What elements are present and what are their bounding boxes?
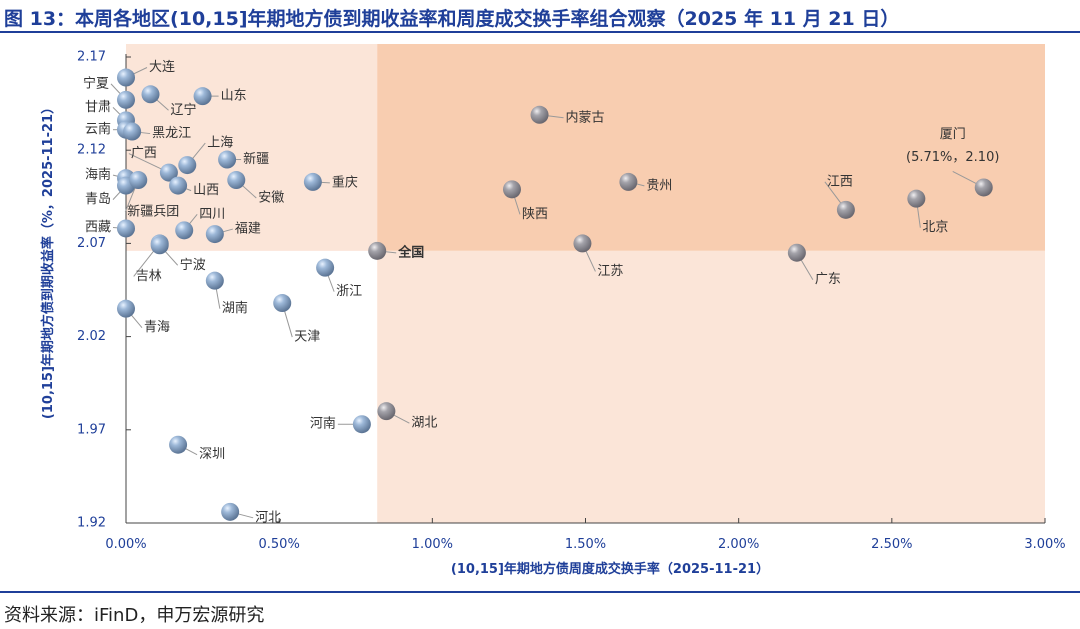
data-point-7 bbox=[178, 156, 197, 175]
point-label: 甘肃 bbox=[85, 100, 111, 115]
data-point-21 bbox=[368, 241, 387, 260]
point-label: 山西 bbox=[193, 183, 219, 198]
point-label: 江苏 bbox=[597, 263, 623, 279]
data-point-27 bbox=[377, 402, 396, 421]
point-label: 重庆 bbox=[332, 174, 358, 190]
x-tick-label: 1.00% bbox=[412, 537, 453, 552]
y-axis-label: (10,15]年期地方债到期收益率（%，2025-11-21） bbox=[40, 101, 56, 419]
x-tick-label: 2.00% bbox=[718, 537, 759, 552]
point-label: 内蒙古 bbox=[566, 109, 605, 125]
y-tick-label: 2.02 bbox=[77, 329, 106, 344]
y-tick-label: 1.92 bbox=[77, 516, 106, 531]
point-label: 安徽 bbox=[258, 191, 284, 206]
point-label: 辽宁 bbox=[171, 102, 197, 118]
quadrant-top-right bbox=[377, 44, 1045, 251]
title-divider bbox=[0, 31, 1080, 33]
point-label: 全国 bbox=[397, 244, 424, 260]
point-label: 上海 bbox=[207, 136, 233, 151]
x-tick-label: 0.00% bbox=[105, 537, 146, 552]
data-point-6 bbox=[193, 87, 212, 106]
point-label: 宁夏 bbox=[83, 75, 109, 91]
point-label: 厦门 bbox=[940, 127, 966, 142]
data-point-29 bbox=[221, 502, 240, 521]
data-point-5 bbox=[141, 85, 160, 104]
point-label: 海南 bbox=[85, 167, 111, 183]
x-tick-label: 2.50% bbox=[871, 537, 912, 552]
source-note: 资料来源：iFinD，申万宏源研究 bbox=[4, 605, 265, 626]
point-label: 河北 bbox=[255, 510, 281, 525]
data-point-0 bbox=[117, 68, 135, 87]
data-point-22 bbox=[316, 258, 335, 277]
quadrant-top-left bbox=[126, 44, 378, 251]
point-label: 大连 bbox=[149, 59, 175, 75]
point-label: 湖南 bbox=[222, 300, 248, 316]
point-label: 浙江 bbox=[336, 284, 362, 299]
data-point-28 bbox=[169, 435, 188, 454]
point-label: 陕西 bbox=[522, 207, 548, 222]
point-label: 湖北 bbox=[411, 416, 437, 431]
point-label: 天津 bbox=[294, 330, 320, 345]
data-point-16 bbox=[117, 219, 135, 238]
point-label: 北京 bbox=[922, 220, 948, 235]
point-label: 云南 bbox=[85, 121, 111, 137]
data-point-11 bbox=[227, 171, 246, 190]
data-point-4 bbox=[123, 122, 142, 141]
data-point-34 bbox=[836, 200, 855, 219]
x-tick-label: 0.50% bbox=[259, 537, 300, 552]
data-point-18 bbox=[205, 225, 224, 244]
point-label: 江西 bbox=[827, 174, 853, 189]
data-point-23 bbox=[205, 271, 224, 290]
point-label: 广东 bbox=[815, 272, 841, 287]
xiamen-annotation: (5.71%，2.10) bbox=[906, 150, 999, 165]
data-point-30 bbox=[530, 105, 549, 124]
data-point-36 bbox=[974, 178, 993, 197]
point-label: 深圳 bbox=[199, 447, 225, 462]
data-point-1 bbox=[117, 90, 135, 109]
y-tick-label: 2.12 bbox=[77, 143, 106, 158]
quadrant-bottom-right bbox=[377, 250, 1045, 523]
y-tick-label: 2.07 bbox=[77, 236, 106, 251]
data-point-26 bbox=[352, 415, 371, 434]
data-point-24 bbox=[273, 294, 292, 313]
data-point-32 bbox=[619, 172, 638, 191]
figure-title: 图 13：本周各地区(10,15]年期地方债到期收益率和周度成交换手率组合观察（… bbox=[4, 8, 900, 30]
point-label: 福建 bbox=[235, 222, 261, 237]
data-point-37 bbox=[787, 243, 806, 262]
data-point-25 bbox=[117, 299, 135, 318]
data-point-14 bbox=[129, 171, 148, 190]
point-label: 西藏 bbox=[85, 220, 111, 235]
y-tick-label: 1.97 bbox=[77, 422, 106, 437]
data-point-9 bbox=[218, 150, 237, 169]
point-label: 新疆兵团 bbox=[127, 204, 179, 220]
data-point-17 bbox=[175, 221, 194, 240]
point-label: 宁波 bbox=[180, 257, 206, 273]
point-label: 广西 bbox=[131, 146, 157, 161]
point-label: 青海 bbox=[144, 320, 170, 335]
data-point-15 bbox=[303, 172, 322, 191]
point-label: 吉林 bbox=[136, 269, 162, 284]
point-label: 贵州 bbox=[646, 178, 672, 193]
data-point-35 bbox=[907, 189, 926, 208]
point-label: 四川 bbox=[199, 207, 225, 222]
data-point-33 bbox=[573, 234, 592, 253]
point-label: 河南 bbox=[310, 416, 336, 432]
point-label: 黑龙江 bbox=[152, 126, 191, 141]
data-point-20 bbox=[150, 236, 169, 255]
x-axis-label: (10,15]年期地方债周度成交换手率（2025-11-21） bbox=[451, 561, 769, 577]
point-label: 新疆 bbox=[243, 151, 269, 167]
x-tick-label: 1.50% bbox=[565, 537, 606, 552]
data-point-10 bbox=[169, 176, 188, 195]
y-tick-label: 2.17 bbox=[77, 50, 106, 65]
x-tick-label: 3.00% bbox=[1024, 537, 1065, 552]
footer-divider bbox=[0, 591, 1080, 593]
data-point-31 bbox=[502, 180, 521, 199]
point-label: 青岛 bbox=[85, 191, 111, 207]
data-point-8 bbox=[159, 163, 178, 182]
point-label: 山东 bbox=[221, 89, 247, 104]
